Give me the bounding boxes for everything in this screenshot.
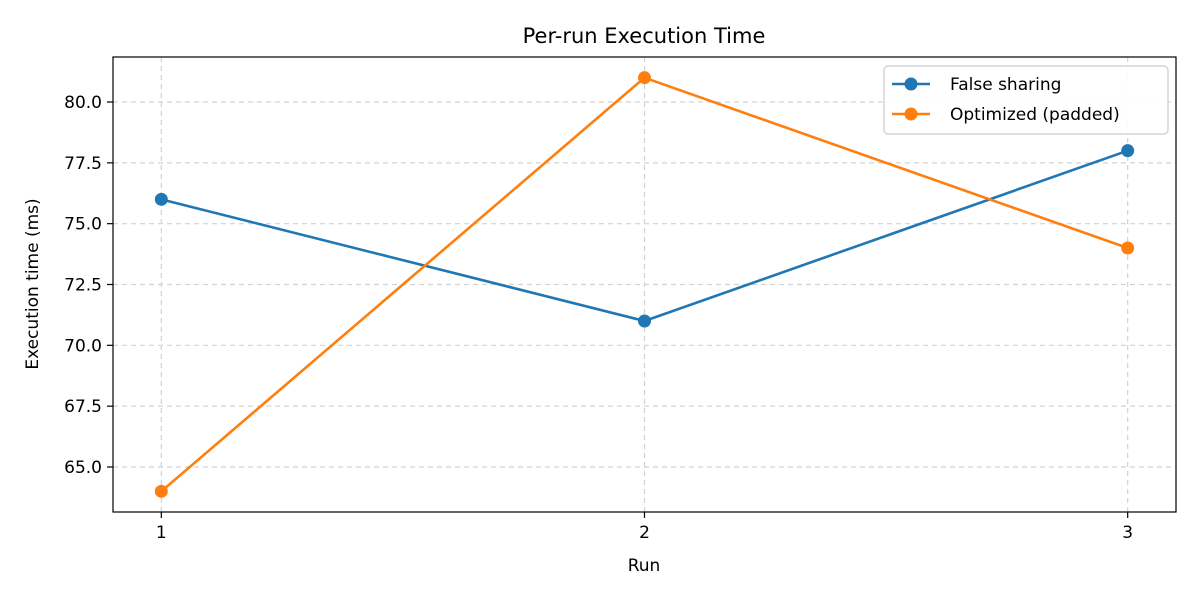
- y-tick-label: 70.0: [64, 336, 102, 356]
- x-tick-label: 1: [156, 523, 167, 543]
- x-tick-label: 2: [639, 523, 650, 543]
- legend-marker: [904, 77, 918, 91]
- y-tick-label: 80.0: [64, 93, 102, 113]
- x-tick-label: 3: [1122, 523, 1133, 543]
- series-layer: [154, 71, 1135, 498]
- legend-label: Optimized (padded): [950, 105, 1120, 125]
- x-axis-title: Run: [628, 556, 661, 576]
- x-axis: 1 2 3: [156, 512, 1133, 543]
- series-2: [154, 71, 1135, 498]
- y-tick-label: 72.5: [64, 276, 102, 296]
- legend-marker: [904, 107, 918, 121]
- legend-item: False sharing: [892, 75, 1061, 95]
- y-tick-label: 67.5: [64, 397, 102, 417]
- y-tick-label: 77.5: [64, 154, 102, 174]
- data-point: [154, 192, 168, 206]
- y-tick-label: 65.0: [64, 458, 102, 478]
- chart-title: Per-run Execution Time: [523, 24, 766, 48]
- data-point: [1121, 144, 1135, 158]
- legend-box: [883, 65, 1169, 135]
- y-axis-title: Execution time (ms): [23, 198, 43, 369]
- data-point: [638, 71, 651, 85]
- y-tick-label: 75.0: [64, 215, 102, 235]
- data-point: [638, 314, 651, 328]
- legend: False sharing Optimized (padded): [883, 65, 1169, 135]
- data-point: [154, 484, 168, 498]
- data-point: [1121, 241, 1135, 255]
- series-1: [154, 144, 1135, 328]
- legend-label: False sharing: [950, 75, 1061, 95]
- legend-item: Optimized (padded): [892, 105, 1120, 125]
- y-axis: 65.0 67.5 70.0 72.5 75.0 77.5 80.0: [64, 93, 113, 478]
